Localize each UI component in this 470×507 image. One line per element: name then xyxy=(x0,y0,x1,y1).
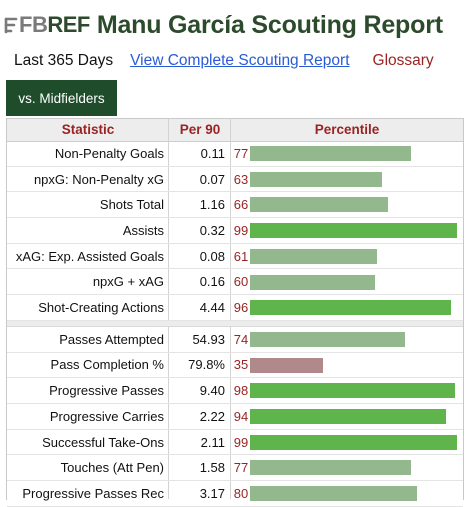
per90-value: 0.16 xyxy=(199,274,225,290)
stat-name: Progressive Passes xyxy=(49,383,164,399)
per90-value: 0.08 xyxy=(199,248,225,264)
column-divider xyxy=(230,119,231,499)
stat-name: xAG: Exp. Assisted Goals xyxy=(15,248,164,264)
percentile-value: 99 xyxy=(233,222,249,238)
table-row: Assists 0.32 99 xyxy=(7,218,463,244)
percentile-value: 99 xyxy=(233,434,249,450)
report-links: Last 365 Days View Complete Scouting Rep… xyxy=(14,50,434,72)
stat-name: Shot-Creating Actions xyxy=(38,300,164,316)
table-row: Non-Penalty Goals 0.11 77 xyxy=(7,141,463,167)
percentile-bar xyxy=(250,409,446,424)
logo-ref-text: REF xyxy=(47,12,90,37)
per90-value: 1.58 xyxy=(199,460,225,476)
stat-name: Non-Penalty Goals xyxy=(54,145,164,161)
percentile-value: 60 xyxy=(233,274,249,290)
percentile-bar xyxy=(250,171,382,187)
percentile-value: 63 xyxy=(233,171,249,187)
percentile-value: 96 xyxy=(233,300,249,316)
group-separator xyxy=(7,320,463,327)
column-header-percentile: Percentile xyxy=(314,122,380,137)
column-header-per90: Per 90 xyxy=(179,122,221,137)
stat-name: Pass Completion % xyxy=(50,357,164,373)
table-header: Statistic Per 90 Percentile xyxy=(7,119,463,142)
percentile-bar xyxy=(250,383,455,399)
table-row: Progressive Carries 2.22 94 xyxy=(7,404,463,430)
table-row: Pass Completion % 79.8% 35 xyxy=(7,353,463,379)
per90-value: 0.11 xyxy=(200,145,225,161)
percentile-value: 66 xyxy=(233,197,249,213)
logo-fb-text: FB xyxy=(19,12,48,37)
per90-value: 0.07 xyxy=(199,171,225,187)
percentile-bar xyxy=(250,146,411,161)
percentile-bar xyxy=(250,197,388,213)
stat-name: npxG: Non-Penalty xG xyxy=(33,171,164,187)
page-title: Manu García Scouting Report xyxy=(96,10,443,39)
per90-value: 79.8% xyxy=(188,357,225,373)
glossary-link[interactable]: Glossary xyxy=(372,52,434,69)
percentile-bar xyxy=(250,357,323,373)
table-row: xAG: Exp. Assisted Goals 0.08 61 xyxy=(7,244,463,270)
per90-value: 2.22 xyxy=(199,408,225,424)
percentile-bar xyxy=(250,300,451,316)
per90-value: 54.93 xyxy=(192,331,225,347)
table-row: Passes Attempted 54.93 74 xyxy=(7,327,463,353)
percentile-value: 61 xyxy=(233,248,249,264)
per90-value: 0.32 xyxy=(199,222,225,238)
table-row: Touches (Att Pen) 1.58 77 xyxy=(7,455,463,482)
fbref-logo-icon xyxy=(4,17,18,34)
per90-value: 3.17 xyxy=(199,485,225,501)
table-row: npxG: Non-Penalty xG 0.07 63 xyxy=(7,167,463,193)
percentile-value: 77 xyxy=(233,145,249,161)
stat-name: Assists xyxy=(122,222,164,238)
fbref-logo[interactable]: FB REF xyxy=(4,12,90,38)
period-label: Last 365 Days xyxy=(14,52,114,69)
stat-name: npxG + xAG xyxy=(92,274,164,290)
view-complete-report-link[interactable]: View Complete Scouting Report xyxy=(130,52,350,69)
column-divider xyxy=(168,119,169,499)
percentile-value: 77 xyxy=(233,460,249,476)
column-header-statistic: Statistic xyxy=(61,122,115,137)
table-row: Shot-Creating Actions 4.44 96 xyxy=(7,295,463,321)
percentile-value: 94 xyxy=(233,408,249,424)
percentile-value: 80 xyxy=(233,485,249,501)
percentile-value: 74 xyxy=(233,331,249,347)
percentile-bar xyxy=(250,460,411,476)
percentile-value: 35 xyxy=(233,357,249,373)
stat-name: Progressive Passes Rec xyxy=(22,485,164,501)
percentile-bar xyxy=(250,331,405,347)
percentile-bar xyxy=(250,274,375,290)
stat-name: Successful Take-Ons xyxy=(42,434,164,450)
percentile-bar xyxy=(250,223,457,239)
page-header: FB REF Manu García Scouting Report xyxy=(4,8,443,42)
stat-name: Shots Total xyxy=(99,197,164,213)
per90-value: 2.11 xyxy=(200,434,225,450)
percentile-value: 98 xyxy=(233,383,249,399)
stat-name: Touches (Att Pen) xyxy=(60,460,164,476)
per90-value: 1.16 xyxy=(199,197,225,213)
per90-value: 9.40 xyxy=(199,383,225,399)
per90-value: 4.44 xyxy=(199,300,225,316)
stat-name: Progressive Carries xyxy=(49,408,164,424)
tab-vs-midfielders[interactable]: vs. Midfielders xyxy=(6,80,117,116)
scouting-table: Statistic Per 90 Percentile Non-Penalty … xyxy=(6,118,464,507)
percentile-bar xyxy=(250,486,417,502)
table-row: npxG + xAG 0.16 60 xyxy=(7,270,463,296)
table-row: Shots Total 1.16 66 xyxy=(7,192,463,219)
table-row: Progressive Passes 9.40 98 xyxy=(7,378,463,404)
percentile-bar xyxy=(250,434,457,450)
percentile-bar xyxy=(250,248,377,264)
stat-name: Passes Attempted xyxy=(59,331,164,347)
table-row: Successful Take-Ons 2.11 99 xyxy=(7,430,463,456)
table-row: Progressive Passes Rec 3.17 80 xyxy=(7,481,463,507)
